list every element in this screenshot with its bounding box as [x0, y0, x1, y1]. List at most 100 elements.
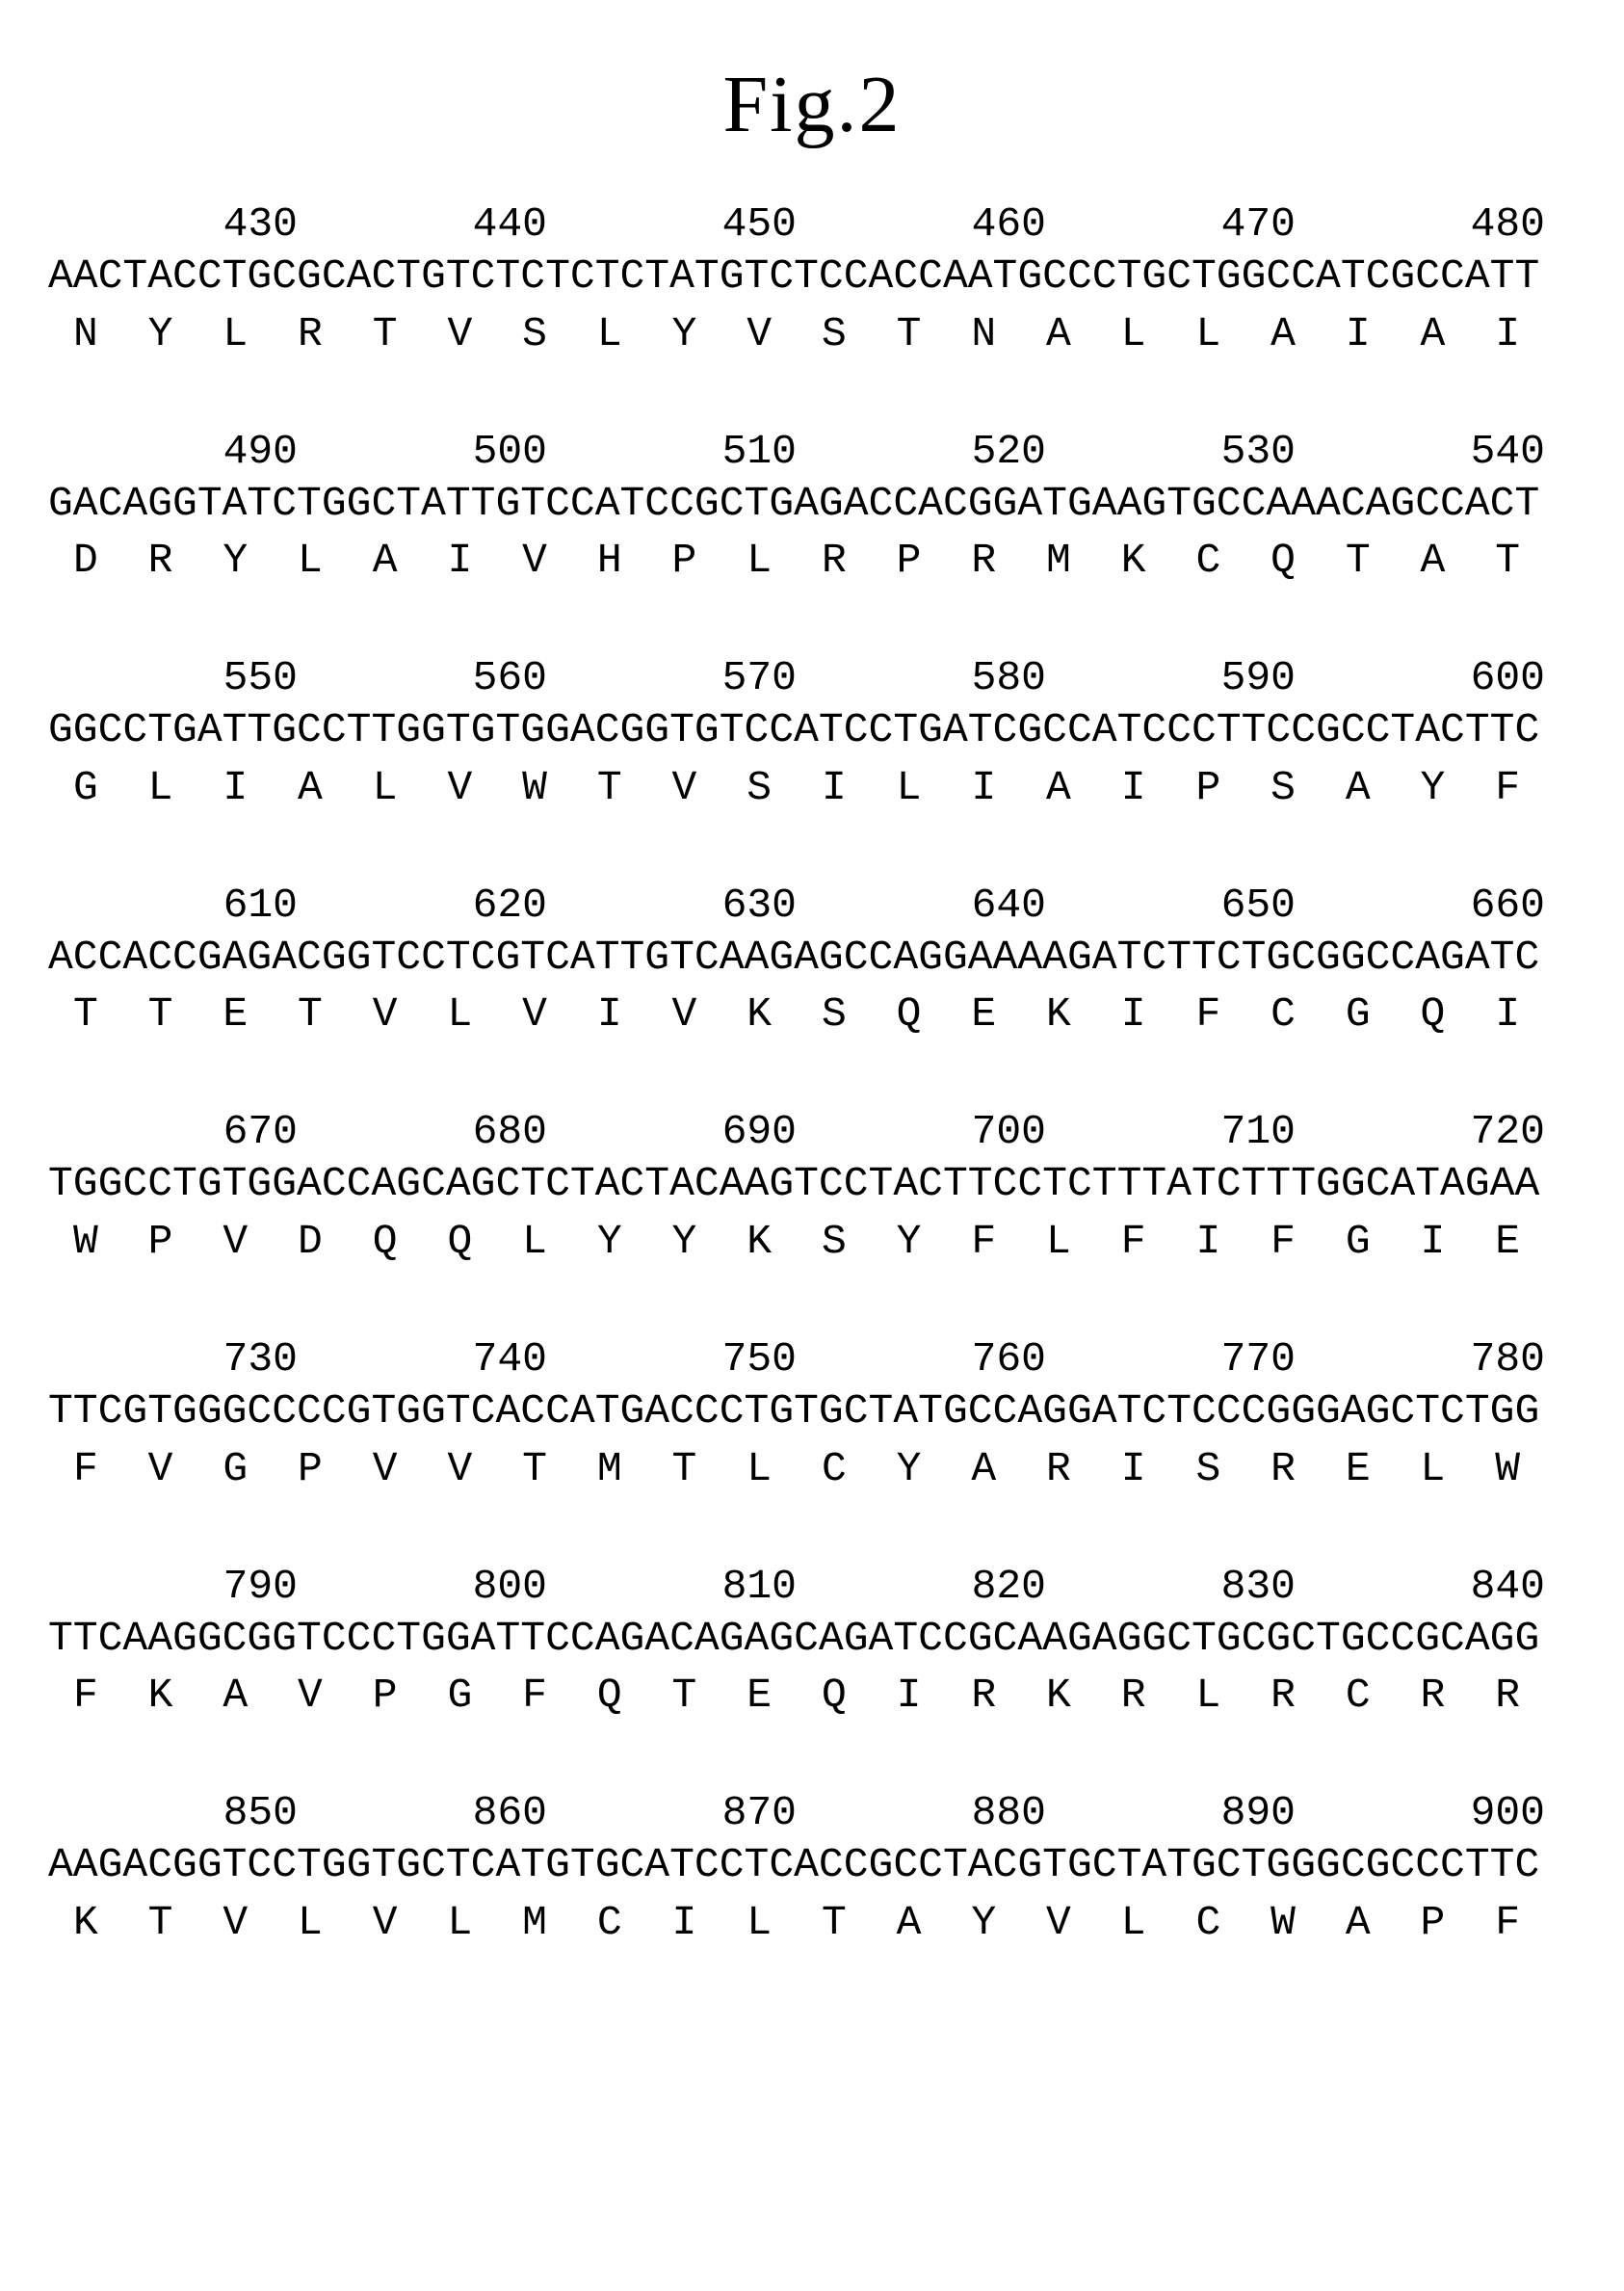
- sequence-block: 550560570580590600GGCCTGATTGCCTTGGTGTGGA…: [48, 653, 1576, 813]
- amino-acid: T: [66, 989, 105, 1040]
- position-ruler: 550560570580590600: [48, 653, 1576, 703]
- amino-acid: A: [1339, 1898, 1377, 1948]
- position-label: 680: [473, 1107, 547, 1157]
- amino-acid: G: [66, 763, 105, 813]
- amino-acid: C: [1189, 536, 1227, 586]
- amino-acid: I: [1189, 1217, 1227, 1267]
- position-label: 880: [972, 1788, 1046, 1838]
- amino-acid: A: [964, 1444, 1003, 1494]
- amino-acid: G: [216, 1444, 254, 1494]
- position-label: 770: [1221, 1334, 1296, 1384]
- amino-acid-sequence: KTVLVLMCILTAYVLCWAPF: [48, 1898, 1576, 1948]
- amino-acid: L: [1189, 1671, 1227, 1721]
- amino-acid: F: [1488, 1898, 1527, 1948]
- amino-acid: V: [366, 1444, 405, 1494]
- amino-acid: W: [515, 763, 554, 813]
- position-label: 900: [1471, 1788, 1545, 1838]
- amino-acid: A: [890, 1898, 929, 1948]
- position-label: 790: [223, 1562, 298, 1612]
- amino-acid: A: [1339, 763, 1377, 813]
- position-label: 850: [223, 1788, 298, 1838]
- amino-acid: V: [366, 989, 405, 1040]
- amino-acid-sequence: FVGPVVTMTLCYARISRELW: [48, 1444, 1576, 1494]
- amino-acid: I: [216, 763, 254, 813]
- amino-acid: S: [815, 309, 853, 359]
- position-label: 760: [972, 1334, 1046, 1384]
- amino-acid: I: [1488, 309, 1527, 359]
- position-label: 450: [722, 199, 797, 250]
- position-label: 800: [473, 1562, 547, 1612]
- amino-acid: Q: [1264, 536, 1302, 586]
- amino-acid: C: [1189, 1898, 1227, 1948]
- amino-acid: K: [142, 1671, 180, 1721]
- amino-acid: V: [366, 1898, 405, 1948]
- position-ruler: 670680690700710720: [48, 1107, 1576, 1157]
- amino-acid: V: [665, 763, 703, 813]
- position-label: 460: [972, 199, 1046, 250]
- position-label: 830: [1221, 1562, 1296, 1612]
- amino-acid: C: [1339, 1671, 1377, 1721]
- sequence-block: 430440450460470480AACTACCTGCGCACTGTCTCTC…: [48, 199, 1576, 359]
- amino-acid: T: [291, 989, 329, 1040]
- position-ruler: 730740750760770780: [48, 1334, 1576, 1384]
- sequence-block: 670680690700710720TGGCCTGTGGACCAGCAGCTCT…: [48, 1107, 1576, 1267]
- amino-acid: Y: [590, 1217, 629, 1267]
- amino-acid: A: [1039, 763, 1078, 813]
- amino-acid: V: [216, 1898, 254, 1948]
- nucleotide-sequence: AAGACGGTCCTGGTGCTCATGTGCATCCTCACCGCCTACG…: [48, 1840, 1576, 1890]
- amino-acid: R: [1114, 1671, 1153, 1721]
- position-ruler: 790800810820830840: [48, 1562, 1576, 1612]
- position-label: 510: [722, 427, 797, 477]
- amino-acid: L: [740, 1898, 778, 1948]
- sequence-container: 430440450460470480AACTACCTGCGCACTGTCTCTC…: [48, 199, 1576, 1948]
- amino-acid: F: [1488, 763, 1527, 813]
- amino-acid: I: [1114, 763, 1153, 813]
- amino-acid: M: [1039, 536, 1078, 586]
- amino-acid: Y: [964, 1898, 1003, 1948]
- amino-acid: I: [1488, 989, 1527, 1040]
- amino-acid: V: [216, 1217, 254, 1267]
- amino-acid: L: [142, 763, 180, 813]
- position-ruler: 490500510520530540: [48, 427, 1576, 477]
- amino-acid: D: [66, 536, 105, 586]
- amino-acid: K: [66, 1898, 105, 1948]
- nucleotide-sequence: TGGCCTGTGGACCAGCAGCTCTACTACAAGTCCTACTTCC…: [48, 1159, 1576, 1209]
- amino-acid: F: [1264, 1217, 1302, 1267]
- amino-acid-sequence: DRYLAIVHPLRPRMKCQTAT: [48, 536, 1576, 586]
- amino-acid: L: [515, 1217, 554, 1267]
- sequence-block: 790800810820830840TTCAAGGCGGTCCCTGGATTCC…: [48, 1562, 1576, 1722]
- amino-acid: V: [440, 1444, 479, 1494]
- amino-acid: Y: [142, 309, 180, 359]
- amino-acid: P: [1189, 763, 1227, 813]
- amino-acid: R: [1264, 1444, 1302, 1494]
- amino-acid: K: [1039, 989, 1078, 1040]
- amino-acid: D: [291, 1217, 329, 1267]
- amino-acid: I: [440, 536, 479, 586]
- amino-acid: L: [1114, 309, 1153, 359]
- amino-acid-sequence: TTETVLVIVKSQEKIFCGQI: [48, 989, 1576, 1040]
- amino-acid: E: [1339, 1444, 1377, 1494]
- amino-acid: L: [1189, 309, 1227, 359]
- amino-acid: L: [1413, 1444, 1452, 1494]
- amino-acid: S: [1264, 763, 1302, 813]
- amino-acid: L: [740, 1444, 778, 1494]
- amino-acid-sequence: WPVDQQLYYKSYFLFIFGIE: [48, 1217, 1576, 1267]
- position-label: 890: [1221, 1788, 1296, 1838]
- amino-acid: P: [366, 1671, 405, 1721]
- amino-acid: T: [815, 1898, 853, 1948]
- amino-acid: G: [1339, 989, 1377, 1040]
- amino-acid: Y: [890, 1217, 929, 1267]
- position-label: 530: [1221, 427, 1296, 477]
- amino-acid: F: [964, 1217, 1003, 1267]
- amino-acid: R: [964, 536, 1003, 586]
- amino-acid: I: [1413, 1217, 1452, 1267]
- amino-acid: V: [440, 309, 479, 359]
- amino-acid: N: [66, 309, 105, 359]
- amino-acid: E: [964, 989, 1003, 1040]
- amino-acid: R: [964, 1671, 1003, 1721]
- amino-acid: R: [1264, 1671, 1302, 1721]
- position-label: 630: [722, 881, 797, 931]
- position-label: 580: [972, 653, 1046, 703]
- position-label: 860: [473, 1788, 547, 1838]
- amino-acid: R: [291, 309, 329, 359]
